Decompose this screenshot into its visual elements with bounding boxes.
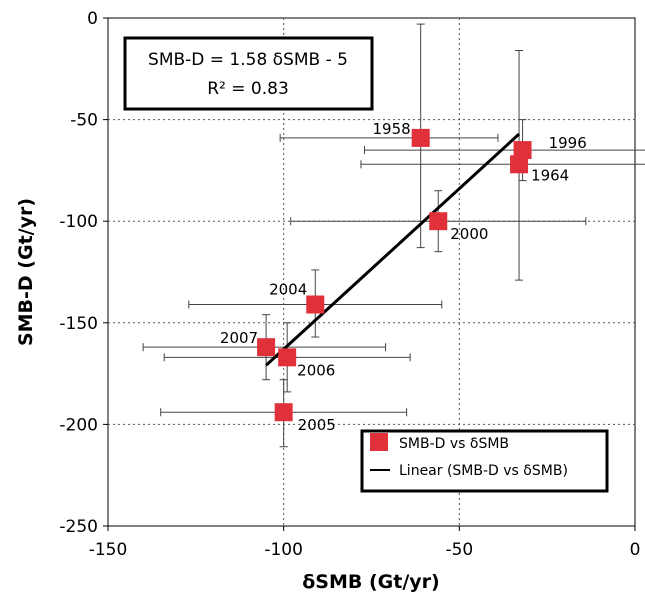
data-point-2000 (429, 212, 448, 231)
y-tick-label: -150 (59, 314, 98, 334)
y-axis: 0 -50 -100 -150 -200 -250 (59, 9, 108, 537)
data-point-2005 (274, 403, 293, 422)
y-tick-label: -250 (59, 517, 98, 537)
point-label-1996: 1996 (549, 134, 587, 152)
legend-marker-square (370, 433, 388, 451)
equation-box: SMB-D = 1.58 δSMB - 5 R² = 0.83 (123, 36, 374, 111)
y-tick-label: 0 (87, 9, 98, 29)
x-tick-label: -150 (89, 540, 128, 560)
point-label-1964: 1964 (531, 166, 569, 184)
trend-line (265, 132, 521, 367)
x-tick-label: -50 (445, 540, 473, 560)
y-tick-label: -200 (59, 415, 98, 435)
data-point-1964 (510, 155, 529, 174)
y-tick-label: -50 (70, 111, 98, 131)
equation-text: SMB-D = 1.58 δSMB - 5 (148, 50, 348, 70)
data-point-2006 (278, 348, 297, 367)
point-label-2004: 2004 (269, 281, 307, 299)
data-point-1958 (411, 128, 430, 147)
point-label-2000: 2000 (450, 225, 488, 243)
point-label-1958: 1958 (372, 120, 410, 138)
y-axis-title: SMB-D (Gt/yr) (15, 198, 37, 346)
data-point-2007 (257, 338, 276, 357)
data-point-2004 (306, 295, 325, 314)
legend-entry-linear: Linear (SMB-D vs δSMB) (399, 463, 568, 479)
legend-entry-scatter: SMB-D vs δSMB (399, 436, 509, 452)
data-point-1996 (513, 141, 532, 160)
trend-line-group (265, 132, 521, 367)
x-axis: -150 -100 -50 0 (89, 526, 641, 560)
x-axis-title: δSMB (Gt/yr) (302, 571, 439, 593)
point-label-2007: 2007 (220, 329, 258, 347)
legend: SMB-D vs δSMB Linear (SMB-D vs δSMB) (360, 429, 609, 493)
y-tick-label: -100 (59, 212, 98, 232)
data-points (257, 128, 532, 422)
point-label-2006: 2006 (297, 361, 335, 379)
x-tick-label: -100 (264, 540, 303, 560)
x-tick-label: 0 (630, 540, 641, 560)
r-squared-text: R² = 0.83 (207, 79, 289, 99)
point-labels: 1958 1996 1964 2000 2004 2007 2006 2005 (220, 120, 587, 434)
point-label-2005: 2005 (298, 416, 336, 434)
